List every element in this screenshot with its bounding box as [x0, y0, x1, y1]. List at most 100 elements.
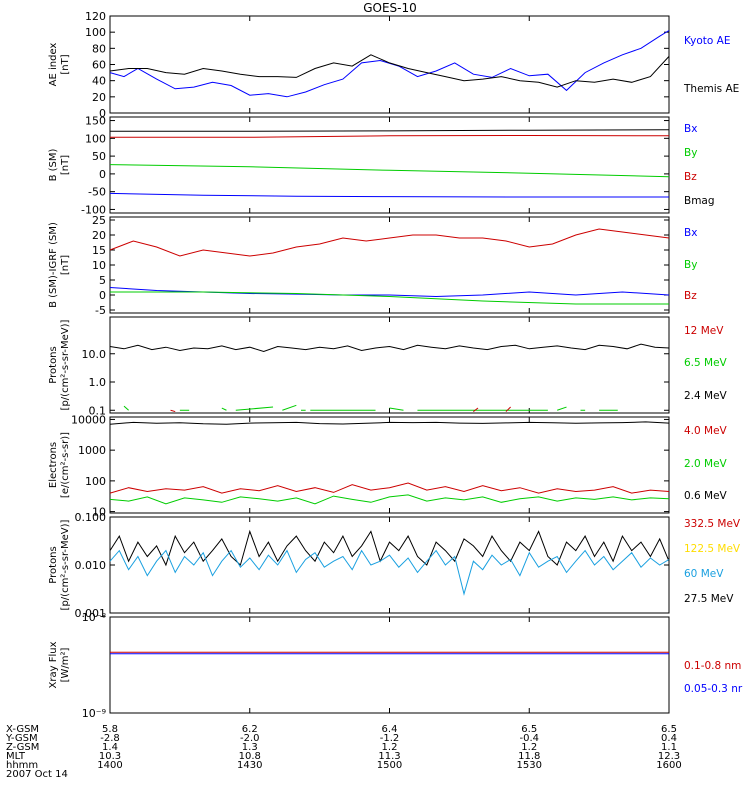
ephemeris-value: -1.2: [380, 733, 400, 744]
ephemeris-row-label: Y-GSM: [5, 733, 38, 744]
ephemeris-value: 1.3: [242, 742, 258, 753]
ephemeris-value: 1430: [237, 760, 262, 771]
legend-60-mev: 60 MeV: [684, 568, 724, 580]
y-tick-label: 0.1: [89, 404, 107, 417]
legend-bx: Bx: [684, 123, 697, 135]
y-tick-label: -50: [88, 186, 106, 199]
series-4-0-mev: [109, 482, 670, 494]
ephemeris-value: 6.2: [242, 724, 258, 735]
y-tick-label: 10: [92, 259, 106, 272]
series-6-5-mev-segment: [235, 406, 274, 411]
ephemeris-value: -2.8: [100, 733, 120, 744]
legend-bz: Bz: [684, 290, 697, 302]
panel-ae: 0 20 40 60 80 100 120 AE index [nT] Kyoto AE Themi…: [48, 10, 739, 120]
ephemeris-value: 1500: [377, 760, 402, 771]
y-tick-label: 0.100: [75, 511, 107, 524]
y-axis-label: Protons: [48, 546, 59, 583]
y-axis-unit: [nT]: [60, 255, 71, 275]
series-themis-ae: [109, 54, 670, 88]
series-6-5-mev-segment: [389, 407, 404, 411]
y-axis-label: Protons: [48, 346, 59, 383]
ephemeris-value: 6.4: [382, 724, 398, 735]
ephemeris-value: 6.5: [521, 724, 537, 735]
series-12-mev-segment: [505, 406, 511, 412]
panel-frame: [109, 216, 670, 314]
legend-themis-ae: Themis AE: [683, 83, 739, 95]
y-axis-label: Xray Flux: [48, 641, 59, 688]
legend-bmag: Bmag: [684, 195, 715, 207]
series-12-mev-segment: [170, 409, 176, 413]
y-tick-label: -100: [81, 203, 106, 216]
y-axis-unit: [e/(cm²-s-sr)]: [60, 432, 71, 498]
ephemeris-value: 11.8: [518, 751, 540, 762]
date-label: 2007 Oct 14: [6, 769, 68, 780]
ephemeris-value: 1.2: [521, 742, 537, 753]
y-tick-label: 100: [85, 132, 106, 145]
panel-frame: [109, 15, 670, 114]
series-bz: [109, 228, 670, 257]
ephemeris-value: 1530: [517, 760, 542, 771]
ephemeris-value: 1600: [656, 760, 681, 771]
series-60-mev: [109, 549, 670, 596]
y-tick-label: 100: [85, 26, 106, 39]
ephemeris-value: 1.1: [661, 742, 677, 753]
ephemeris-row-label: hhmm: [6, 760, 38, 771]
y-tick-label: 10⁻⁹: [82, 707, 106, 720]
ephemeris-value: 0.4: [661, 733, 677, 744]
ephemeris-value: 10.8: [239, 751, 261, 762]
y-tick-label: 0.010: [75, 559, 107, 572]
legend-0-05-0-3-nr: 0.05-0.3 nr: [684, 683, 743, 695]
panel-protons_low: 0.001 0.010 0.100 Protons [p/(cm²-s-sr-MeV)]…: [48, 511, 741, 620]
y-axis-label: B (SM): [48, 148, 59, 181]
series-2-0-mev: [109, 494, 670, 505]
series-by: [110, 291, 669, 305]
panel-bdiff: -5 0 5 10 15 20 25 B (SM)-IGRF (SM) [nT] Bx By Bz: [48, 214, 697, 317]
legend-by: By: [684, 259, 697, 271]
y-axis-unit: [nT]: [60, 155, 71, 175]
y-tick-label: 150: [85, 115, 106, 128]
y-tick-label: 80: [92, 42, 106, 55]
ephemeris-value: 10.3: [99, 751, 121, 762]
ephemeris-value: 1400: [97, 760, 122, 771]
series-by: [109, 164, 670, 178]
y-tick-label: 100: [85, 475, 106, 488]
legend-0-1-0-8-nm: 0.1-0.8 nm: [684, 660, 741, 672]
ephemeris-row-label: X-GSM: [6, 724, 39, 735]
series-6-5-mev-segment: [282, 404, 297, 411]
series-bz: [110, 134, 670, 138]
series-bmag: [110, 129, 670, 132]
y-tick-label: 60: [92, 59, 106, 72]
legend-by: By: [684, 147, 697, 159]
y-tick-label: 15: [92, 244, 106, 257]
legend-0-6-mev: 0.6 MeV: [684, 490, 728, 502]
series-6-5-mev-segment: [123, 405, 129, 411]
y-axis-unit: [p/(cm²-s-sr-MeV)]: [60, 319, 71, 410]
series-27-5-mev: [109, 529, 670, 567]
y-tick-label: 10000: [71, 413, 106, 426]
y-tick-label: 120: [85, 10, 106, 23]
legend-2-4-mev: 2.4 MeV: [684, 390, 728, 402]
y-tick-label: 1000: [78, 444, 106, 457]
y-tick-label: 5: [99, 274, 106, 287]
y-tick-label: 0: [99, 107, 106, 120]
legend-6-5-mev: 6.5 MeV: [684, 357, 728, 369]
y-tick-label: 10.0: [82, 348, 107, 361]
y-tick-label: 10⁻⁸: [82, 611, 107, 624]
y-tick-label: 50: [92, 150, 106, 163]
y-tick-label: 1.0: [89, 376, 107, 389]
y-axis-unit: [nT]: [60, 54, 71, 74]
y-tick-label: 40: [92, 75, 106, 88]
legend-4-0-mev: 4.0 MeV: [684, 425, 728, 437]
y-tick-label: 0: [99, 289, 106, 302]
panel-electrons: 10 100 1000 10000 Electrons [e/(cm²-s-sr)] 4.0…: [48, 413, 728, 518]
series-kyoto-ae: [109, 30, 670, 98]
ephemeris-value: 1.4: [102, 742, 118, 753]
legend-kyoto-ae: Kyoto AE: [684, 35, 730, 47]
series-12-mev-segment: [473, 407, 479, 412]
ephemeris-value: 5.8: [102, 724, 118, 735]
y-axis-label: Electrons: [48, 442, 59, 488]
legend-bx: Bx: [684, 227, 697, 239]
chart-title: GOES-10: [363, 1, 417, 15]
panel-frame: [109, 316, 670, 414]
y-axis-unit: [p/(cm²-s-sr-MeV)]: [60, 519, 71, 610]
